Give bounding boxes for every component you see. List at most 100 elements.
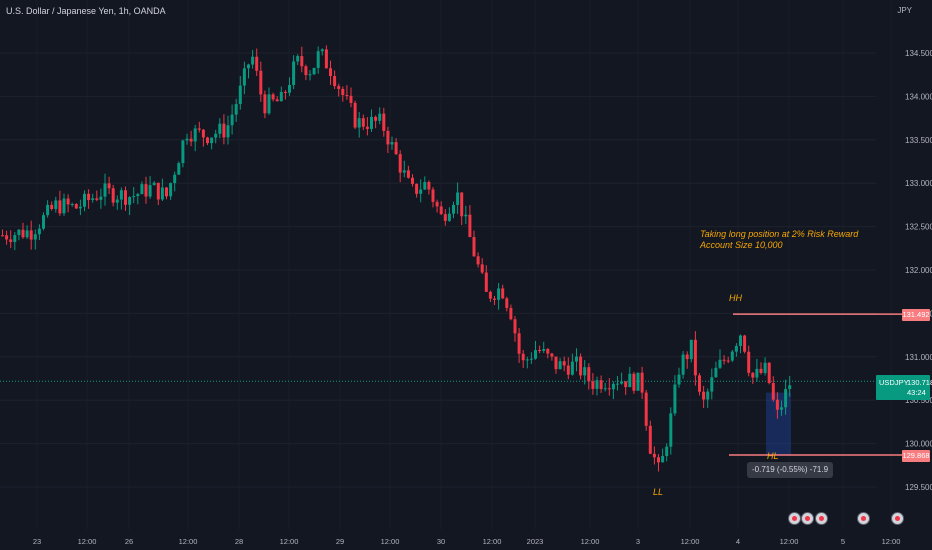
candle-body bbox=[784, 389, 788, 408]
candle-body bbox=[115, 199, 119, 203]
candle-body bbox=[296, 56, 300, 62]
candle-body bbox=[702, 391, 706, 400]
y-tick-label: 132.000 bbox=[905, 266, 932, 275]
candle-body bbox=[558, 361, 562, 370]
candle-body bbox=[70, 204, 74, 206]
flag-event-icon[interactable] bbox=[815, 512, 828, 525]
candle-body bbox=[283, 92, 287, 94]
lightning-event-icon[interactable] bbox=[788, 512, 801, 525]
flag-event-icon[interactable] bbox=[891, 512, 904, 525]
candle-body bbox=[33, 234, 37, 240]
x-tick-label: 12:00 bbox=[483, 537, 502, 546]
candle-body bbox=[37, 228, 41, 235]
ll-label[interactable]: LL bbox=[653, 487, 664, 497]
trade-note[interactable]: Taking long position at 2% Risk Reward A… bbox=[700, 229, 858, 251]
candle-body bbox=[160, 187, 164, 200]
candle-body bbox=[288, 85, 291, 93]
candle-body bbox=[689, 339, 693, 360]
candle-body bbox=[271, 94, 275, 100]
candle-body bbox=[124, 190, 127, 205]
candle-body bbox=[210, 137, 214, 144]
candle-body bbox=[46, 204, 50, 216]
candle-body bbox=[513, 319, 517, 334]
candle-body bbox=[607, 388, 611, 390]
earnings-event-icon[interactable] bbox=[857, 512, 870, 525]
y-tick-label: 133.000 bbox=[905, 179, 932, 188]
candle-body bbox=[595, 380, 599, 389]
candle-body bbox=[128, 197, 132, 205]
candle-body bbox=[189, 138, 193, 142]
current-price-value: 130.718 bbox=[907, 378, 932, 387]
candle-body bbox=[390, 142, 394, 145]
x-tick-label: 12:00 bbox=[780, 537, 799, 546]
candle-body bbox=[476, 256, 480, 265]
hl-price-tag: 129.868 bbox=[902, 450, 930, 462]
candle-body bbox=[480, 264, 484, 273]
hh-price-tag: 131.492 bbox=[902, 309, 930, 321]
candle-body bbox=[165, 187, 168, 197]
candle-body bbox=[214, 133, 218, 138]
candle-body bbox=[304, 66, 308, 76]
candle-body bbox=[111, 188, 115, 203]
candle-body bbox=[464, 214, 468, 217]
candle-body bbox=[718, 359, 722, 368]
hh-label[interactable]: HH bbox=[729, 293, 742, 303]
candle-body bbox=[456, 192, 460, 205]
candle-body bbox=[386, 130, 390, 145]
note-line-2: Account Size 10,000 bbox=[700, 240, 783, 250]
candle-body bbox=[148, 185, 152, 197]
candle-body bbox=[247, 64, 250, 69]
candle-body bbox=[275, 99, 279, 102]
candle-body bbox=[230, 114, 234, 126]
candle-body bbox=[644, 392, 648, 426]
candle-body bbox=[87, 193, 91, 201]
candle-body bbox=[554, 356, 558, 370]
candle-body bbox=[443, 214, 447, 221]
current-price-tag: USDJPY 130.718 43:24 bbox=[876, 375, 932, 400]
x-tick-label: 12:00 bbox=[581, 537, 600, 546]
candle-body bbox=[349, 95, 353, 103]
y-tick-label: 132.500 bbox=[905, 223, 932, 232]
candle-body bbox=[144, 184, 148, 197]
x-tick-label: 12:00 bbox=[179, 537, 198, 546]
candle-body bbox=[119, 190, 123, 200]
x-tick-label: 30 bbox=[437, 537, 445, 546]
x-tick-label: 12:00 bbox=[381, 537, 400, 546]
candle-body bbox=[402, 170, 406, 173]
candle-body bbox=[468, 214, 472, 238]
candle-body bbox=[337, 86, 341, 89]
candle-body bbox=[341, 88, 345, 96]
candle-body bbox=[99, 196, 103, 200]
note-line-1: Taking long position at 2% Risk Reward bbox=[700, 229, 859, 239]
candle-body bbox=[415, 183, 419, 194]
candle-body bbox=[66, 198, 70, 205]
flag-event-icon[interactable] bbox=[801, 512, 814, 525]
candle-body bbox=[136, 194, 140, 197]
candle-body bbox=[652, 453, 656, 458]
candle-body bbox=[525, 359, 529, 361]
candle-body bbox=[648, 425, 652, 454]
candle-body bbox=[74, 204, 78, 209]
candle-body bbox=[316, 51, 320, 68]
candle-body bbox=[259, 70, 263, 95]
candle-body bbox=[312, 67, 316, 75]
candle-body bbox=[497, 288, 501, 300]
candle-body bbox=[169, 183, 173, 197]
candle-body bbox=[279, 92, 283, 102]
candle-body bbox=[534, 350, 537, 359]
candle-body bbox=[91, 198, 95, 201]
candle-body bbox=[488, 291, 492, 299]
candle-body bbox=[628, 373, 632, 388]
candle-body bbox=[685, 354, 689, 360]
candle-body bbox=[374, 116, 378, 121]
candle-body bbox=[751, 372, 755, 378]
candle-body bbox=[677, 374, 681, 385]
candle-body bbox=[50, 204, 54, 210]
candle-body bbox=[657, 457, 660, 463]
hl-label[interactable]: HL bbox=[767, 451, 779, 461]
candle-body bbox=[394, 142, 398, 155]
x-tick-label: 12:00 bbox=[681, 537, 700, 546]
x-tick-label: 12:00 bbox=[882, 537, 901, 546]
candle-body bbox=[673, 384, 677, 414]
